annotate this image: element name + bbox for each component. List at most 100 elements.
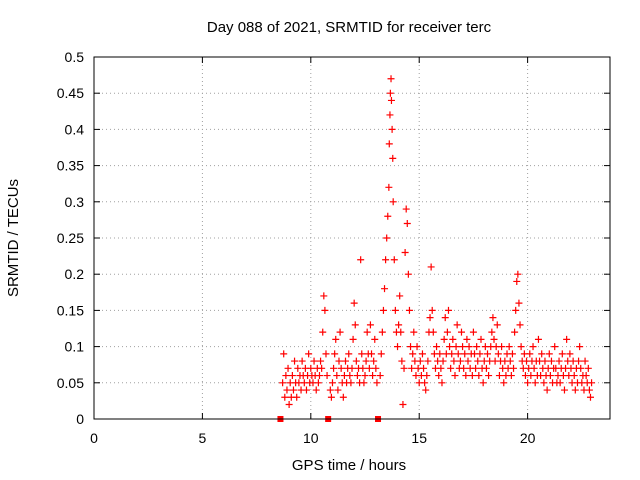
data-point <box>452 343 460 351</box>
data-point <box>547 357 555 365</box>
data-point <box>543 386 551 394</box>
data-point <box>385 140 393 148</box>
data-point <box>433 343 441 351</box>
data-point <box>485 372 493 380</box>
x-tick-label: 20 <box>520 430 536 446</box>
data-point <box>444 306 452 314</box>
data-point <box>322 350 330 358</box>
data-point <box>372 364 380 372</box>
data-point <box>334 386 342 394</box>
data-point <box>558 350 566 358</box>
data-point <box>289 386 297 394</box>
y-tick-label: 0.15 <box>57 302 84 318</box>
data-point <box>422 386 430 394</box>
data-point <box>462 372 470 380</box>
data-point <box>482 364 490 372</box>
data-point <box>294 364 302 372</box>
data-point <box>577 364 585 372</box>
data-point <box>545 350 553 358</box>
data-point <box>339 393 347 401</box>
data-point <box>386 111 394 119</box>
data-point <box>376 372 384 380</box>
y-axis-ticks: 0 0.05 0.1 0.15 0.2 0.25 0.3 0.35 0.4 0.45 0.5 <box>57 49 610 427</box>
data-point <box>362 357 370 365</box>
data-point <box>387 75 395 83</box>
data-point <box>534 335 542 343</box>
data-point <box>513 277 521 285</box>
data-point <box>489 314 497 322</box>
data-point <box>560 386 568 394</box>
data-point <box>570 372 578 380</box>
data-point <box>373 379 381 387</box>
data-point <box>418 350 426 358</box>
data-point <box>360 379 368 387</box>
data-point <box>531 379 539 387</box>
data-point <box>505 343 513 351</box>
data-point <box>435 372 443 380</box>
data-point <box>410 328 418 336</box>
data-point <box>388 125 396 133</box>
data-point <box>563 335 571 343</box>
data-point <box>337 364 345 372</box>
data-point <box>524 379 532 387</box>
data-point <box>317 357 325 365</box>
data-point <box>357 256 365 264</box>
data-point <box>493 321 501 329</box>
data-point <box>363 328 371 336</box>
data-point <box>582 372 590 380</box>
plot-frame <box>93 56 611 420</box>
y-tick-label: 0.45 <box>57 85 84 101</box>
data-point <box>302 386 310 394</box>
data-point <box>566 350 574 358</box>
data-point <box>551 343 559 351</box>
data-point <box>469 328 477 336</box>
data-point <box>396 292 404 300</box>
data-point <box>575 357 583 365</box>
data-point <box>450 357 458 365</box>
data-point <box>389 154 397 162</box>
data-point <box>541 357 549 365</box>
data-point <box>426 314 434 322</box>
data-points <box>279 75 596 409</box>
data-point <box>305 350 313 358</box>
data-point <box>350 299 358 307</box>
data-point <box>381 285 389 293</box>
data-point <box>293 393 301 401</box>
data-point <box>315 372 323 380</box>
data-point <box>399 401 407 409</box>
data-point <box>514 270 522 278</box>
data-point <box>291 357 299 365</box>
data-point <box>326 386 334 394</box>
data-point <box>409 350 417 358</box>
data-point <box>387 96 395 104</box>
data-point <box>280 350 288 358</box>
data-point <box>404 270 412 278</box>
data-point <box>369 372 377 380</box>
data-point <box>383 234 391 242</box>
data-point <box>328 379 336 387</box>
data-point <box>427 263 435 271</box>
data-point <box>538 350 546 358</box>
data-point <box>464 357 472 365</box>
data-point <box>440 335 448 343</box>
data-point <box>477 335 485 343</box>
data-point <box>454 350 462 358</box>
data-point <box>382 256 390 264</box>
data-point <box>472 364 480 372</box>
x-axis-label: GPS time / hours <box>292 457 406 474</box>
data-point <box>379 306 387 314</box>
y-tick-label: 0.25 <box>57 230 84 246</box>
data-point <box>576 343 584 351</box>
data-point <box>586 393 594 401</box>
data-point <box>530 364 538 372</box>
data-point <box>358 350 366 358</box>
data-point <box>479 379 487 387</box>
data-point <box>555 357 563 365</box>
data-point <box>389 198 397 206</box>
x-axis-ticks: 0 5 10 15 20 <box>90 57 536 446</box>
x-tick-label: 15 <box>411 430 427 446</box>
data-point <box>331 350 339 358</box>
data-point <box>490 335 498 343</box>
data-point <box>408 364 416 372</box>
data-point <box>527 372 535 380</box>
